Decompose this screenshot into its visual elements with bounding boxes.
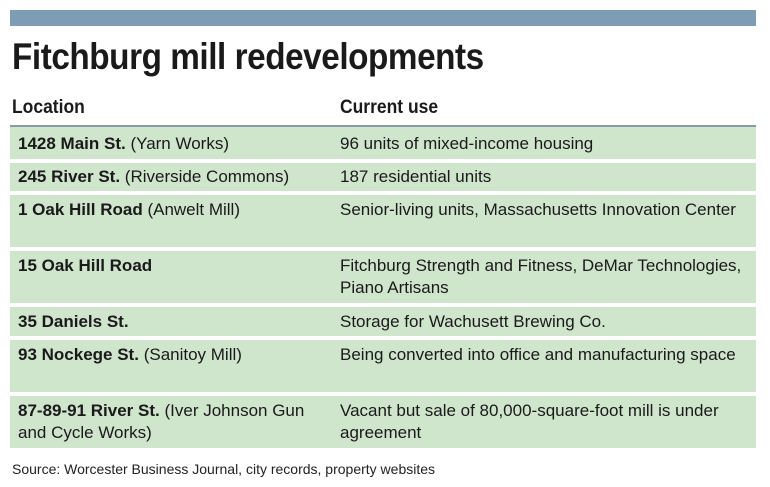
current-use-cell: Vacant but sale of 80,000-square-foot mi…: [340, 401, 719, 442]
location-address: 93 Nockege St.: [18, 345, 139, 364]
column-header-current-use: Current use: [340, 97, 439, 118]
location-name: (Iver Johnson Gun and Cycle Works): [18, 401, 305, 442]
table-row: 87-89-91 River St. (Iver Johnson Gun and…: [10, 396, 756, 448]
location-cell: 1 Oak Hill Road (Anwelt Mill): [18, 199, 333, 221]
table-row: 35 Daniels St. Storage for Wachusett Bre…: [10, 307, 756, 336]
current-use-cell: Senior-living units, Massachusetts Innov…: [340, 200, 736, 219]
location-address: 1428 Main St.: [18, 134, 126, 153]
location-name: (Yarn Works): [130, 134, 229, 153]
location-cell: 15 Oak Hill Road: [18, 255, 333, 277]
header-divider: [10, 125, 756, 127]
location-name: (Sanitoy Mill): [143, 345, 242, 364]
source-note: Source: Worcester Business Journal, city…: [12, 461, 436, 477]
location-name: (Riverside Commons): [124, 167, 290, 186]
location-address: 87-89-91 River St.: [18, 401, 160, 420]
table-row: 245 River St. (Riverside Commons) 187 re…: [10, 163, 756, 191]
current-use-cell: Being converted into office and manufact…: [340, 345, 736, 364]
table-row: 1 Oak Hill Road (Anwelt Mill) Senior-liv…: [10, 195, 756, 247]
table-body: 1428 Main St. (Yarn Works) 96 units of m…: [10, 127, 756, 452]
page-title: Fitchburg mill redevelopments: [12, 36, 484, 77]
location-cell: 35 Daniels St.: [18, 311, 333, 333]
current-use-cell: Storage for Wachusett Brewing Co.: [340, 312, 606, 331]
location-cell: 245 River St. (Riverside Commons): [18, 166, 333, 188]
current-use-cell: Fitchburg Strength and Fitness, DeMar Te…: [340, 256, 742, 297]
table-row: 93 Nockege St. (Sanitoy Mill) Being conv…: [10, 340, 756, 392]
column-header-location: Location: [12, 97, 85, 118]
location-cell: 1428 Main St. (Yarn Works): [18, 133, 333, 155]
location-cell: 93 Nockege St. (Sanitoy Mill): [18, 344, 333, 366]
header-bar: [10, 10, 756, 26]
location-cell: 87-89-91 River St. (Iver Johnson Gun and…: [18, 400, 333, 444]
table-row: 15 Oak Hill Road Fitchburg Strength and …: [10, 251, 756, 303]
current-use-cell: 96 units of mixed-income housing: [340, 134, 594, 153]
location-name: (Anwelt Mill): [147, 200, 240, 219]
current-use-cell: 187 residential units: [340, 167, 492, 186]
location-address: 35 Daniels St.: [18, 312, 129, 331]
table-row: 1428 Main St. (Yarn Works) 96 units of m…: [10, 127, 756, 159]
location-address: 15 Oak Hill Road: [18, 256, 153, 275]
location-address: 1 Oak Hill Road: [18, 200, 143, 219]
location-address: 245 River St.: [18, 167, 121, 186]
